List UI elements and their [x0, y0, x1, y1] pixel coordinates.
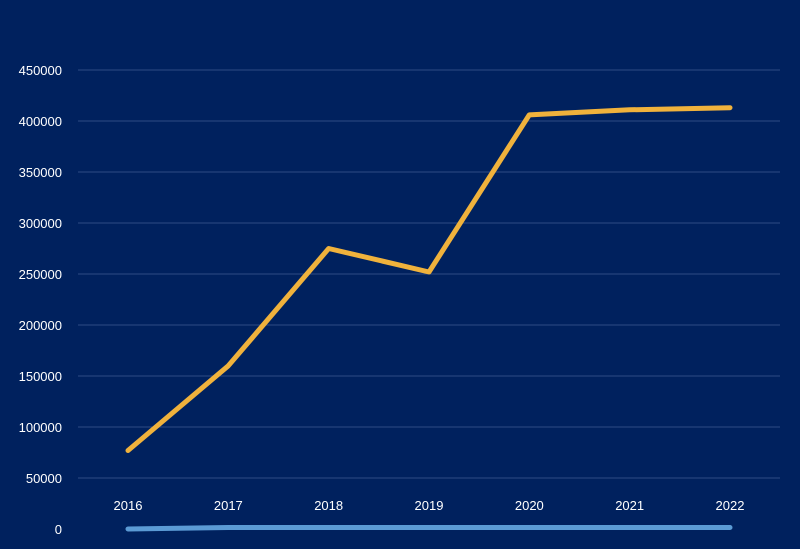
x-tick-label: 2016 [114, 498, 143, 513]
y-tick-label: 200000 [19, 318, 62, 333]
gridlines [78, 69, 780, 479]
x-tick-label: 2018 [314, 498, 343, 513]
y-tick-label: 300000 [19, 216, 62, 231]
y-tick-label: 350000 [19, 165, 62, 180]
series-1-line [125, 105, 733, 453]
y-axis-labels: 0 50000 100000 150000 200000 250000 300000 3500… [19, 63, 62, 537]
y-tick-label: 400000 [19, 114, 62, 129]
y-tick-label: 50000 [26, 471, 62, 486]
x-tick-label: 2019 [415, 498, 444, 513]
x-tick-label: 2021 [615, 498, 644, 513]
y-tick-label: 100000 [19, 420, 62, 435]
y-tick-label: 150000 [19, 369, 62, 384]
x-tick-label: 2022 [716, 498, 745, 513]
y-tick-label: 250000 [19, 267, 62, 282]
x-tick-label: 2017 [214, 498, 243, 513]
x-tick-label: 2020 [515, 498, 544, 513]
x-axis-labels: 2016 2017 2018 2019 2020 2021 2022 [114, 498, 745, 513]
series-group [125, 105, 733, 532]
y-tick-label: 0 [55, 522, 62, 537]
series-2-line [125, 525, 733, 532]
y-tick-label: 450000 [19, 63, 62, 78]
